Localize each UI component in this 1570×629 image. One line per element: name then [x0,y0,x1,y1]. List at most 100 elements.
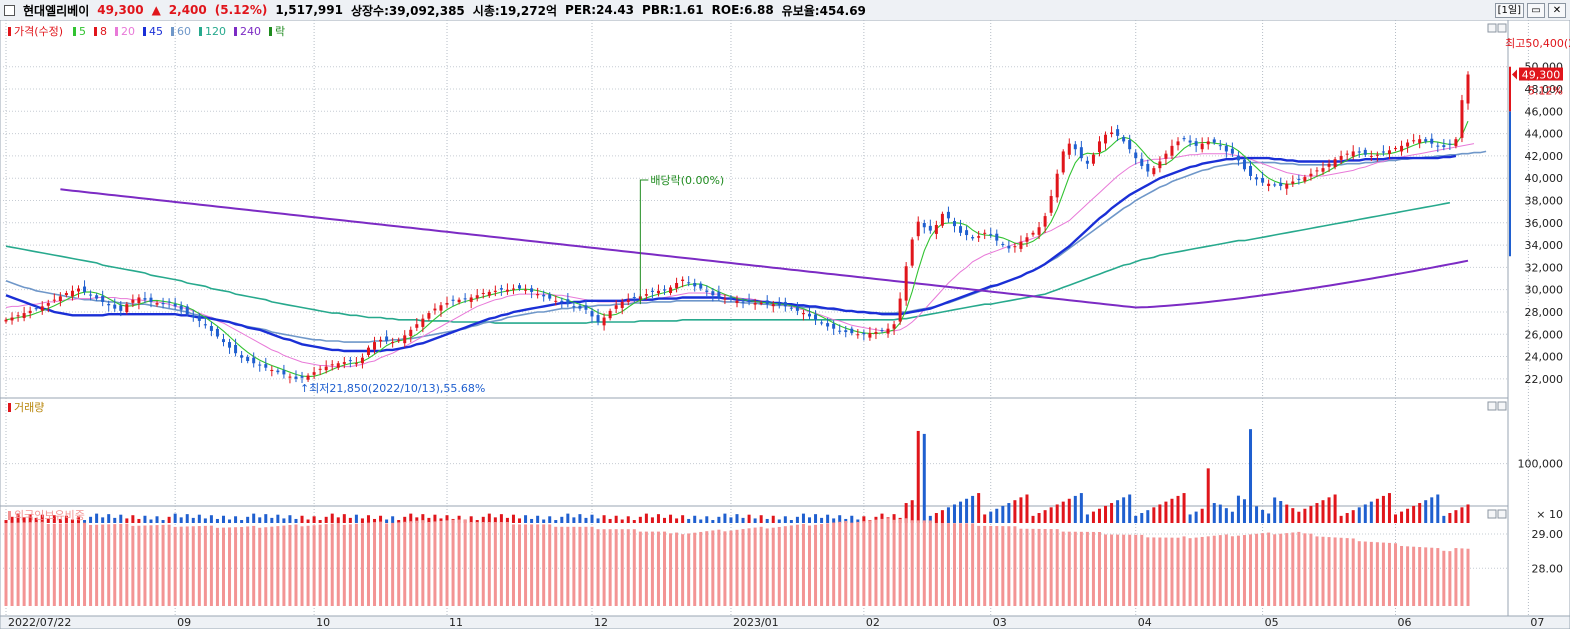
candle-body [463,298,467,300]
legend-label: 240 [240,25,261,38]
candle-body [1146,163,1150,172]
x-tick-label: 04 [1138,616,1152,629]
volume-title: 거래량 [14,401,44,414]
foreign-bar [191,526,195,606]
candle-body [705,290,709,292]
candle-body [771,304,775,307]
candle-body [264,364,268,368]
volume-bar [1116,500,1120,523]
volume-bar [246,516,250,523]
volume-bar [209,515,213,523]
volume-bar [844,518,848,523]
restore-icon[interactable]: ▭ [1527,3,1545,18]
foreign-bar [505,522,509,606]
price-panel-close-icon [1497,23,1507,33]
volume-bar [258,517,262,523]
candle-body [445,303,449,305]
candle-body [22,313,26,318]
pbr-value: PBR:1.61 [642,3,704,17]
candle-body [318,368,322,370]
foreign-bar [892,519,896,606]
volume-bar [64,515,68,523]
volume-bar [282,518,286,523]
candle-body [952,221,956,227]
foreign-bar [723,531,727,606]
x-tick-label: 2023/01 [733,616,779,629]
candle-body [221,339,225,343]
foreign-bar [282,525,286,606]
high-annotation: 최고50,400(2023/08/23),2.23%→ [1505,37,1570,50]
candle-body [1351,151,1355,157]
candle-body [1134,152,1138,159]
volume-bar [1182,493,1186,523]
volume-bar [747,514,751,523]
foreign-bar [626,529,630,606]
close-icon[interactable]: ✕ [1548,3,1566,18]
candle-body [856,334,860,336]
foreign-bar [234,527,238,606]
candle-body [28,310,32,314]
volume-bar [850,515,854,523]
volume-bar [590,514,594,523]
volume-bar [1218,504,1222,523]
foreign-bar [1436,548,1440,606]
volume-bar [276,514,280,523]
foreign-bar [765,528,769,606]
candle-body [76,288,80,292]
volume-bar [892,514,896,523]
candle-body [1025,237,1029,242]
volume-bar [4,520,8,523]
period-button[interactable]: [1일] [1494,3,1524,18]
foreign-bar [1061,531,1065,606]
foreign-bar [759,526,763,606]
foreign-bar [675,532,679,606]
foreign-bar [578,526,582,606]
foreign-bar [644,531,648,606]
candle-body [1333,159,1337,168]
volume-bar [626,516,630,523]
foreign-bar [203,525,207,606]
foreign-bar [252,525,256,606]
candle-body [366,347,370,355]
candle-body [1037,227,1041,235]
x-axis-panel [0,615,1570,629]
foreign-bar [4,523,8,606]
volume-bar [1466,504,1470,523]
foreign-bar [1007,526,1011,606]
candle-body [995,233,999,241]
volume-bar [1206,468,1210,523]
candle-body [385,336,389,341]
candle-body [795,307,799,311]
candle-body [922,223,926,228]
foreign-bar [777,526,781,606]
candle-body [1267,183,1271,186]
foreign-bar [409,521,413,606]
foreign-bar [681,534,685,606]
foreign-bar [1279,533,1283,606]
foreign-bar [209,525,213,606]
stock-chart[interactable]: 22,000 24,000 26,000 28,000 30,000 32,000 34,0… [0,20,1570,629]
candle-body [1200,143,1204,150]
foreign-bar [922,520,926,606]
foreign-bar [614,529,618,606]
volume-bar [10,516,14,523]
volume-bar [191,517,195,523]
foreign-bar [560,526,564,606]
candle-body [511,288,515,290]
volume-bar [1037,513,1041,523]
candle-body [681,279,685,281]
volume-bar [1170,498,1174,523]
foreign-bar [687,533,691,606]
candle-body [989,234,993,236]
volume-bar [584,517,588,523]
volume-bar [934,513,938,523]
candle-body [572,306,576,308]
foreign-bar [566,526,570,606]
candle-body [675,282,679,289]
candle-body [1291,181,1295,184]
candle-body [832,323,836,329]
foreign-bar [1097,532,1101,606]
select-checkbox[interactable] [4,4,15,16]
foreign-bar [928,520,932,606]
foreign-bar [542,524,546,606]
